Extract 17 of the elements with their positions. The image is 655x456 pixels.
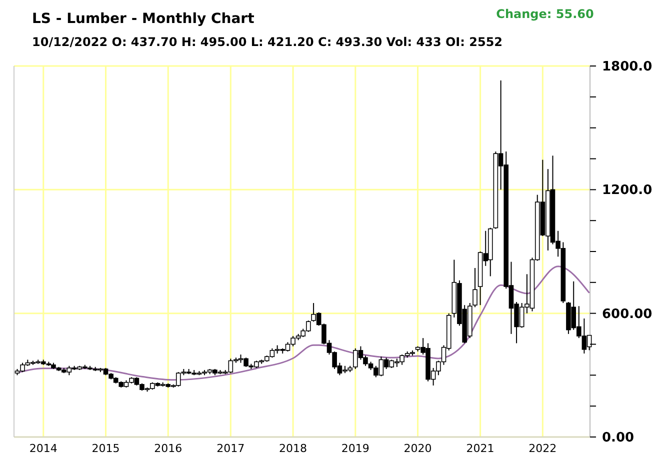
x-tick-label: 2016 [154,442,182,455]
x-tick-label: 2014 [29,442,58,455]
x-tick-label: 2022 [528,442,557,455]
y-tick-label: 600.00 [602,306,652,322]
y-tick-label: 0.00 [602,430,634,446]
text: Change: 55.60 [496,7,594,21]
candlestick [472,267,478,308]
x-tick-label: 2019 [341,442,370,455]
y-tick-label: 1800.0 [602,60,652,75]
x-tick-label: 2017 [216,442,245,455]
x-tick-label: 2018 [279,442,308,455]
x-tick-label: 2015 [92,442,120,455]
x-tick-label: 2020 [404,442,432,455]
x-tick-label: 2021 [466,442,494,455]
chart-title: LS - Lumber - Monthly Chart [32,11,255,27]
chart-subtitle: 10/12/2022 O: 437.70 H: 495.00 L: 421.20 C: 493.30 Vol: 433 OI: 2552 [32,35,503,49]
y-tick-label: 1200.0 [602,183,652,198]
